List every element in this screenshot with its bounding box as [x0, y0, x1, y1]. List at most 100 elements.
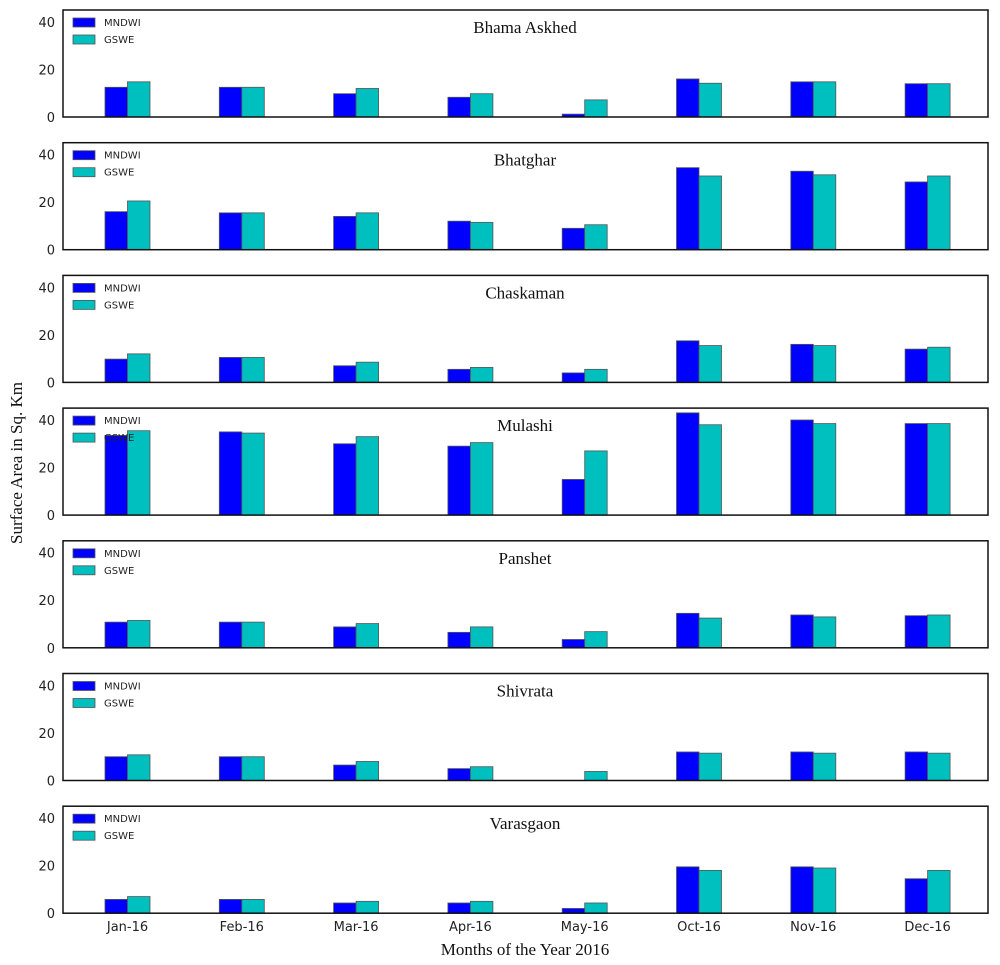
x-tick-label: Apr-16: [449, 920, 492, 935]
bar-bhatghar-gswe-apr-16: [469, 221, 494, 251]
panel-title: Chaskaman: [485, 283, 565, 302]
bar-mulashi-mndwi-feb-16: [218, 431, 243, 516]
bar-varasgaon-mndwi-mar-16: [333, 902, 357, 914]
bar-chaskaman-mndwi-jan-16: [104, 358, 128, 383]
y-tick-label: 40: [38, 281, 55, 296]
bar-shivrata-mndwi-mar-16: [333, 764, 357, 781]
legend-label-mndwi: MNDWI: [104, 416, 141, 427]
bar-panshet-mndwi-oct-16: [676, 612, 700, 649]
bar-bhama-askhed-gswe-apr-16: [469, 93, 494, 118]
y-tick-label: 0: [47, 111, 55, 126]
legend-label-gswe: GSWE: [104, 35, 134, 46]
legend-swatch-mndwi: [72, 813, 96, 824]
y-tick-label: 20: [38, 594, 55, 609]
bar-shivrata-mndwi-jan-16: [104, 756, 128, 781]
x-tick-label: May-16: [561, 920, 609, 935]
panel-bhama-askhed: 0 20 40 Bhama Askhed MNDWI GSWE: [38, 9, 989, 126]
bar-shivrata-gswe-feb-16: [241, 756, 265, 781]
bar-varasgaon-gswe-jan-16: [127, 896, 151, 914]
bar-chaskaman-gswe-may-16: [584, 368, 608, 383]
bar-varasgaon-gswe-mar-16: [355, 900, 380, 914]
bar-bhama-askhed-gswe-may-16: [584, 99, 608, 118]
legend-label-mndwi: MNDWI: [104, 18, 141, 29]
legend-swatch-mndwi: [72, 548, 96, 559]
bar-chaskaman-mndwi-mar-16: [333, 365, 357, 383]
bar-varasgaon-mndwi-oct-16: [676, 866, 700, 914]
panel-mulashi: 0 20 40 Mulashi MNDWI GSWE: [38, 407, 989, 524]
bar-mulashi-gswe-apr-16: [469, 442, 494, 516]
y-tick-label: 40: [38, 149, 55, 164]
bar-mulashi-mndwi-apr-16: [447, 445, 471, 516]
bar-shivrata-gswe-jan-16: [127, 754, 151, 781]
panel-title: Shivrata: [497, 682, 554, 701]
legend: MNDWI GSWE: [72, 415, 141, 444]
panel-title: Mulashi: [497, 416, 553, 435]
bar-bhatghar-mndwi-nov-16: [790, 170, 814, 251]
legend-label-mndwi: MNDWI: [104, 814, 141, 825]
bar-chaskaman-mndwi-feb-16: [218, 357, 243, 383]
bar-panshet-mndwi-dec-16: [904, 615, 928, 649]
legend: MNDWI GSWE: [72, 150, 141, 179]
legend-label-mndwi: MNDWI: [104, 549, 141, 560]
x-tick-label: Nov-16: [790, 920, 836, 935]
y-tick-label: 40: [38, 547, 55, 562]
bar-bhama-askhed-mndwi-dec-16: [904, 83, 928, 118]
legend-swatch-mndwi: [72, 17, 96, 28]
x-tick-label: Feb-16: [220, 920, 264, 935]
legend-label-gswe: GSWE: [104, 566, 134, 577]
bar-shivrata-gswe-nov-16: [812, 752, 837, 781]
bar-chaskaman-mndwi-nov-16: [790, 343, 814, 383]
bar-mulashi-gswe-oct-16: [698, 424, 722, 516]
bar-varasgaon-gswe-feb-16: [241, 899, 265, 914]
bar-bhatghar-mndwi-may-16: [561, 227, 586, 251]
panel-frame: [62, 407, 989, 516]
bar-mulashi-mndwi-mar-16: [333, 443, 357, 516]
bar-mulashi-gswe-dec-16: [927, 423, 951, 516]
bar-bhatghar-gswe-jan-16: [127, 200, 151, 251]
x-tick-label: Mar-16: [334, 920, 379, 935]
legend: MNDWI GSWE: [72, 17, 141, 46]
bar-panshet-gswe-jan-16: [127, 620, 151, 649]
legend-label-mndwi: MNDWI: [104, 682, 141, 693]
bar-shivrata-gswe-oct-16: [698, 752, 722, 781]
bar-shivrata-mndwi-oct-16: [676, 751, 700, 781]
bar-varasgaon-gswe-may-16: [584, 902, 608, 914]
bar-varasgaon-mndwi-feb-16: [218, 899, 243, 914]
y-tick-label: 20: [38, 196, 55, 211]
bar-bhatghar-mndwi-jan-16: [104, 211, 128, 251]
y-tick-label: 40: [38, 414, 55, 429]
bar-bhama-askhed-gswe-jan-16: [127, 81, 151, 118]
y-tick-label: 0: [47, 907, 55, 922]
panel-title: Bhatghar: [494, 151, 557, 170]
legend-swatch-mndwi: [72, 150, 96, 161]
x-axis-title: Months of the Year 2016: [441, 940, 610, 959]
legend-swatch-mndwi: [72, 681, 96, 691]
legend-label-mndwi: MNDWI: [104, 151, 141, 162]
bar-mulashi-gswe-mar-16: [355, 436, 380, 516]
bar-panshet-gswe-dec-16: [927, 614, 951, 649]
bar-bhatghar-gswe-feb-16: [241, 212, 265, 251]
bar-bhama-askhed-gswe-feb-16: [241, 86, 265, 118]
bar-shivrata-mndwi-feb-16: [218, 756, 243, 781]
legend-swatch-gswe: [72, 299, 96, 310]
x-tick-label: Dec-16: [904, 920, 950, 935]
panel-frame: [62, 274, 989, 384]
bar-bhama-askhed-mndwi-oct-16: [676, 78, 700, 118]
y-tick-label: 0: [47, 509, 55, 524]
y-tick-label: 20: [38, 727, 55, 742]
legend-swatch-gswe: [72, 167, 96, 178]
bar-chaskaman-mndwi-apr-16: [447, 368, 471, 383]
bar-bhatghar-gswe-nov-16: [812, 174, 837, 251]
bar-varasgaon-mndwi-dec-16: [904, 878, 928, 914]
bar-varasgaon-gswe-oct-16: [698, 870, 722, 914]
bar-varasgaon-mndwi-apr-16: [447, 902, 471, 914]
bar-bhama-askhed-gswe-nov-16: [812, 81, 837, 118]
bar-bhatghar-gswe-oct-16: [698, 175, 722, 251]
bar-chaskaman-gswe-oct-16: [698, 345, 722, 383]
bar-panshet-mndwi-nov-16: [790, 614, 814, 649]
bar-bhatghar-mndwi-oct-16: [676, 167, 700, 251]
bar-bhatghar-mndwi-apr-16: [447, 220, 471, 251]
legend-swatch-mndwi: [72, 415, 96, 426]
legend-swatch-gswe: [72, 432, 96, 443]
